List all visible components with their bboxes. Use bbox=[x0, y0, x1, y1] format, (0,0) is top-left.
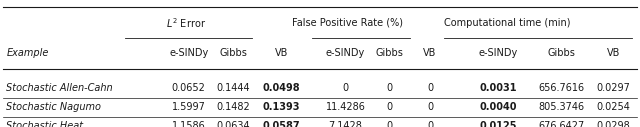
Text: 7.1428: 7.1428 bbox=[329, 121, 362, 127]
Text: 0.0498: 0.0498 bbox=[263, 83, 300, 93]
Text: e-SINDy: e-SINDy bbox=[326, 48, 365, 58]
Text: 0.0254: 0.0254 bbox=[596, 102, 630, 112]
Text: 0.1444: 0.1444 bbox=[217, 83, 250, 93]
Text: Gibbs: Gibbs bbox=[548, 48, 576, 58]
Text: 0: 0 bbox=[427, 102, 433, 112]
Text: 676.6427: 676.6427 bbox=[539, 121, 585, 127]
Text: e-SINDy: e-SINDy bbox=[478, 48, 518, 58]
Text: 0.1482: 0.1482 bbox=[217, 102, 250, 112]
Text: 0: 0 bbox=[427, 121, 433, 127]
Text: False Positive Rate (%): False Positive Rate (%) bbox=[292, 18, 403, 28]
Text: 0: 0 bbox=[342, 83, 349, 93]
Text: $L^2$ Error: $L^2$ Error bbox=[166, 16, 205, 30]
Text: 0.0298: 0.0298 bbox=[596, 121, 630, 127]
Text: Example: Example bbox=[6, 48, 49, 58]
Text: 656.7616: 656.7616 bbox=[539, 83, 585, 93]
Text: e-SINDy: e-SINDy bbox=[169, 48, 209, 58]
Text: Gibbs: Gibbs bbox=[220, 48, 248, 58]
Text: 0: 0 bbox=[386, 83, 392, 93]
Text: 1.5997: 1.5997 bbox=[172, 102, 205, 112]
Text: 11.4286: 11.4286 bbox=[326, 102, 365, 112]
Text: VB: VB bbox=[607, 48, 620, 58]
Text: VB: VB bbox=[424, 48, 436, 58]
Text: 0.0040: 0.0040 bbox=[479, 102, 516, 112]
Text: 0: 0 bbox=[386, 102, 392, 112]
Text: VB: VB bbox=[275, 48, 288, 58]
Text: Computational time (min): Computational time (min) bbox=[444, 18, 571, 28]
Text: 0.0634: 0.0634 bbox=[217, 121, 250, 127]
Text: Gibbs: Gibbs bbox=[375, 48, 403, 58]
Text: Stochastic Heat: Stochastic Heat bbox=[6, 121, 84, 127]
Text: 1.1586: 1.1586 bbox=[172, 121, 205, 127]
Text: 805.3746: 805.3746 bbox=[539, 102, 585, 112]
Text: Stochastic Nagumo: Stochastic Nagumo bbox=[6, 102, 101, 112]
Text: 0.0031: 0.0031 bbox=[479, 83, 516, 93]
Text: 0: 0 bbox=[427, 83, 433, 93]
Text: 0.1393: 0.1393 bbox=[263, 102, 300, 112]
Text: 0.0125: 0.0125 bbox=[479, 121, 516, 127]
Text: 0.0652: 0.0652 bbox=[172, 83, 205, 93]
Text: 0.0587: 0.0587 bbox=[263, 121, 300, 127]
Text: Stochastic Allen-Cahn: Stochastic Allen-Cahn bbox=[6, 83, 113, 93]
Text: 0.0297: 0.0297 bbox=[596, 83, 630, 93]
Text: 0: 0 bbox=[386, 121, 392, 127]
